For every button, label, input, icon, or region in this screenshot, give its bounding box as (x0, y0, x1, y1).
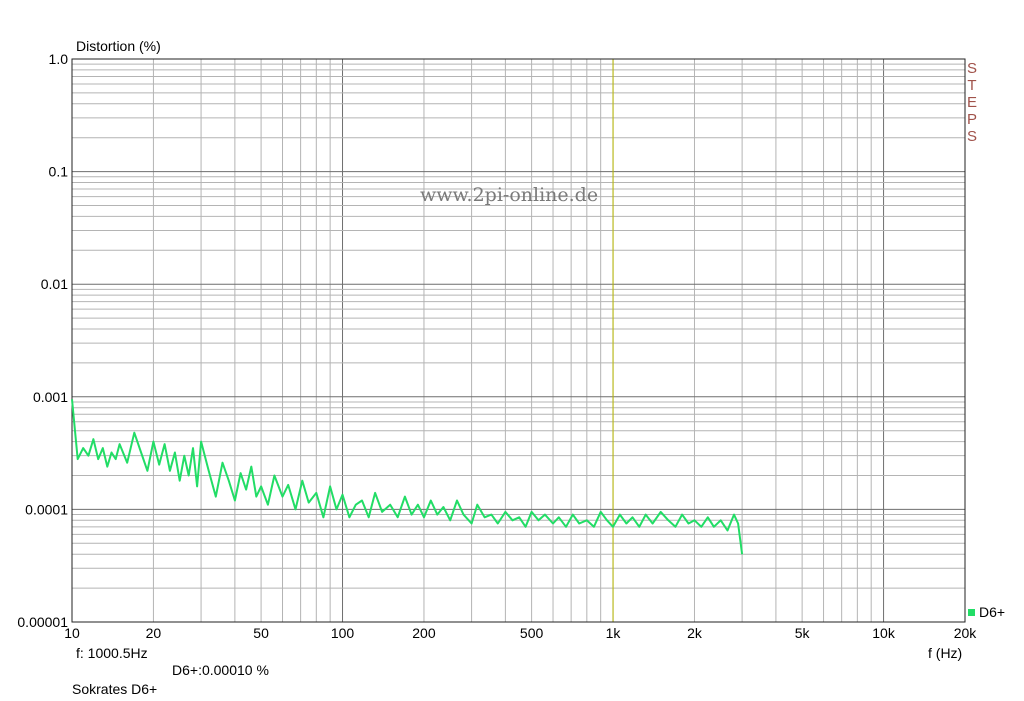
x-tick-label: 10k (872, 625, 896, 641)
y-axis-label: Distortion (%) (76, 38, 161, 54)
y-tick-label: 0.001 (33, 389, 68, 405)
legend: D6+ (968, 604, 1005, 620)
watermark-text: www.2pi-online.de (420, 184, 599, 206)
brand-letter: S (966, 60, 977, 77)
x-tick-label: 20 (146, 625, 162, 641)
y-tick-label: 0.1 (49, 164, 69, 180)
x-axis-label: f (Hz) (928, 645, 963, 661)
brand-letter: P (966, 111, 977, 128)
legend-swatch (968, 609, 975, 616)
y-tick-label: 0.0001 (25, 501, 68, 517)
plot-frame (71, 58, 966, 623)
x-tick-label: 100 (331, 625, 355, 641)
device-label: Sokrates D6+ (72, 681, 158, 697)
x-tick-label: 500 (520, 625, 544, 641)
cursor-value-readout: D6+:0.00010 % (172, 662, 269, 678)
brand-letter: T (967, 77, 977, 94)
x-tick-label: 50 (253, 625, 269, 641)
series-line-d6 (71, 399, 744, 555)
brand-letter: S (966, 128, 977, 145)
y-tick-label: 0.01 (41, 276, 68, 292)
x-tick-label: 1k (606, 625, 622, 641)
brand-vertical-text: S T E P S (963, 60, 981, 145)
x-tick-label: 10 (64, 625, 80, 641)
chart-tick-labels: 10 20 50 100 200 500 1k 2k 5k 10k 20k 1.0 0.1 0.01 0.0… (17, 51, 977, 641)
y-tick-label: 1.0 (49, 51, 69, 67)
x-tick-label: 20k (954, 625, 978, 641)
x-tick-label: 200 (412, 625, 436, 641)
x-tick-label: 2k (687, 625, 703, 641)
legend-entry-d6: D6+ (979, 604, 1006, 620)
y-tick-label: 0.00001 (17, 614, 68, 630)
brand-letter: E (966, 94, 977, 111)
chart-series (71, 399, 744, 555)
chart-grid (71, 58, 966, 623)
x-tick-label: 5k (795, 625, 811, 641)
cursor-frequency-readout: f: 1000.5Hz (76, 645, 148, 661)
